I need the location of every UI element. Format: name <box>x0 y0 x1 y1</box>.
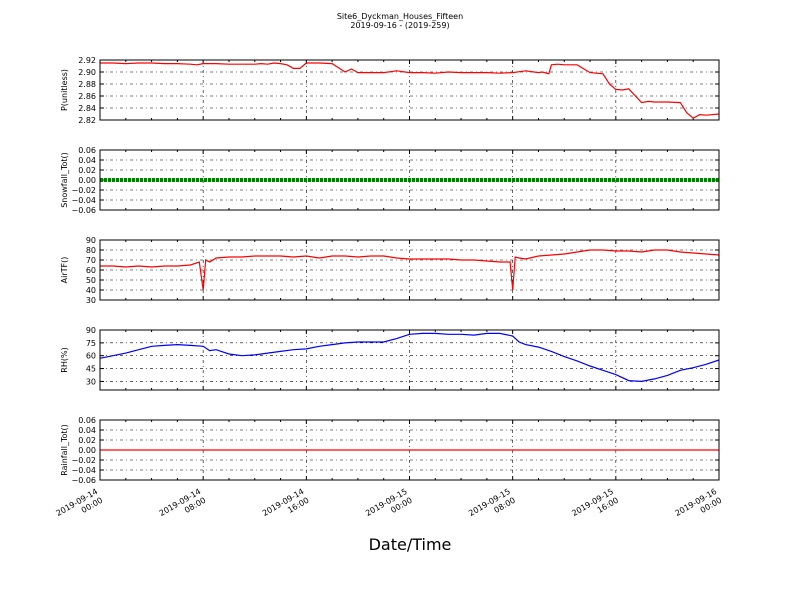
y-tick-label: 0.06 <box>78 416 96 425</box>
y-axis-label: P(unitless) <box>60 69 69 111</box>
y-tick-label: −0.02 <box>71 186 96 195</box>
chart-title-line1: Site6_Dyckman_Houses_Fifteen <box>337 12 463 21</box>
y-tick-label: 90 <box>86 326 96 335</box>
series-line <box>100 249 720 291</box>
y-axis-label: Snowfall_Tot() <box>60 152 69 208</box>
y-tick-label: 60 <box>86 352 96 361</box>
y-tick-label: 0.06 <box>78 146 96 155</box>
subplot-4: 30 45 60 75 90 RH(%) <box>60 326 720 391</box>
y-tick-label: 75 <box>86 339 96 348</box>
series-line <box>99 332 720 383</box>
y-tick-label: 2.88 <box>78 80 96 89</box>
y-axis-label: RH(%) <box>60 347 69 372</box>
y-tick-label: −0.06 <box>71 206 96 215</box>
subplot-5: −0.06−0.04−0.020.000.020.040.06 Rainfall_… <box>60 416 720 485</box>
y-tick-label: 0.04 <box>78 156 96 165</box>
x-axis-label: Date/Time <box>369 535 452 554</box>
y-tick-label: 50 <box>86 276 96 285</box>
y-tick-label: 2.90 <box>78 68 96 77</box>
y-tick-label: 0.02 <box>78 436 96 445</box>
y-tick-label: 70 <box>86 256 96 265</box>
axes-frame <box>99 419 720 481</box>
y-tick-label: 0.00 <box>78 176 96 185</box>
y-axis-label: Rainfall_Tot() <box>60 424 69 476</box>
axes-frame <box>99 239 720 301</box>
y-tick-label: −0.06 <box>71 476 96 485</box>
subplots: 2.82 2.84 2.86 2.88 2.90 2.92 P(unitless) −0.06… <box>60 56 720 485</box>
series-line <box>100 62 720 119</box>
y-tick-label: 2.84 <box>78 104 96 113</box>
y-tick-label: 40 <box>86 286 96 295</box>
y-tick-label: 80 <box>86 246 96 255</box>
y-tick-label: 2.92 <box>78 56 96 65</box>
y-axis-label: AirTF() <box>60 257 69 284</box>
chart-title-line2: 2019-09-16 - (2019-259) <box>350 21 449 30</box>
y-tick-label: 0.00 <box>78 446 96 455</box>
axes-frame <box>99 149 720 211</box>
axes-frame <box>99 329 720 391</box>
subplot-2: −0.06−0.04−0.020.000.020.040.06 Snowfall_… <box>60 146 720 215</box>
y-tick-label: −0.02 <box>71 456 96 465</box>
y-tick-label: 0.02 <box>78 166 96 175</box>
y-tick-label: 45 <box>86 365 96 374</box>
y-tick-label: 2.86 <box>78 92 96 101</box>
y-tick-label: 60 <box>86 266 96 275</box>
subplot-1: 2.82 2.84 2.86 2.88 2.90 2.92 P(unitless) <box>60 56 720 125</box>
axes-frame <box>99 59 720 121</box>
y-tick-label: 90 <box>86 236 96 245</box>
y-tick-label: 30 <box>86 377 96 386</box>
y-tick-label: 2.82 <box>78 116 96 125</box>
y-tick-label: −0.04 <box>71 196 96 205</box>
y-tick-label: −0.04 <box>71 466 96 475</box>
y-tick-label: 30 <box>86 296 96 305</box>
y-tick-label: 0.04 <box>78 426 96 435</box>
